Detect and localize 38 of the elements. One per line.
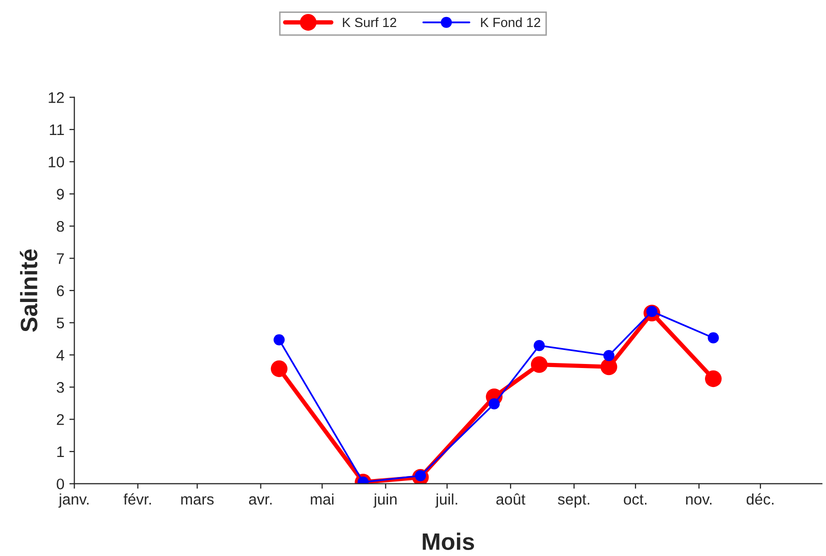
x-tick-label: sept. (558, 494, 590, 508)
y-tick-label: 7 (56, 253, 64, 264)
point (708, 332, 719, 344)
y-tick-label: 10 (48, 156, 64, 168)
legend-label: K Surf 12 (342, 17, 396, 28)
y-tick-label: 8 (56, 220, 64, 232)
y-tick-label: 9 (56, 188, 64, 200)
y-tick-label: 1 (57, 446, 64, 458)
x-tick-label: janv. (58, 493, 89, 508)
point (274, 334, 285, 346)
x-tick-label: avr. (249, 496, 272, 505)
y-tick-label: 4 (56, 350, 64, 360)
x-tick-label: déc. (746, 493, 774, 505)
point (530, 356, 548, 373)
legend-label: K Fond 12 (481, 17, 540, 28)
y-tick-label: 3 (56, 382, 64, 393)
y-tick-label: 2 (56, 414, 64, 425)
point (603, 350, 614, 362)
x-tick-label: nov. (686, 496, 712, 505)
x-tick-label: août (496, 493, 526, 505)
point (600, 358, 618, 376)
point (704, 370, 722, 388)
x-axis-title: Mois (422, 532, 474, 550)
y-tick-label: 12 (48, 92, 64, 103)
x-tick-label: févr. (124, 493, 151, 505)
point (534, 340, 545, 352)
y-axis-title: Salinité (20, 249, 38, 332)
x-tick-label: mai (310, 493, 334, 505)
x-tick-label: juin (373, 493, 397, 508)
x-tick-label: oct. (624, 494, 646, 505)
x-tick-label: juil. (435, 493, 458, 508)
y-tick-label: 6 (56, 285, 64, 296)
y-tick-label: 5 (56, 318, 64, 328)
x-tick-label: mars (181, 496, 214, 505)
y-tick-label: 11 (50, 124, 64, 136)
y-tick-label: 0 (56, 478, 64, 490)
point (270, 360, 288, 378)
point (488, 398, 500, 410)
